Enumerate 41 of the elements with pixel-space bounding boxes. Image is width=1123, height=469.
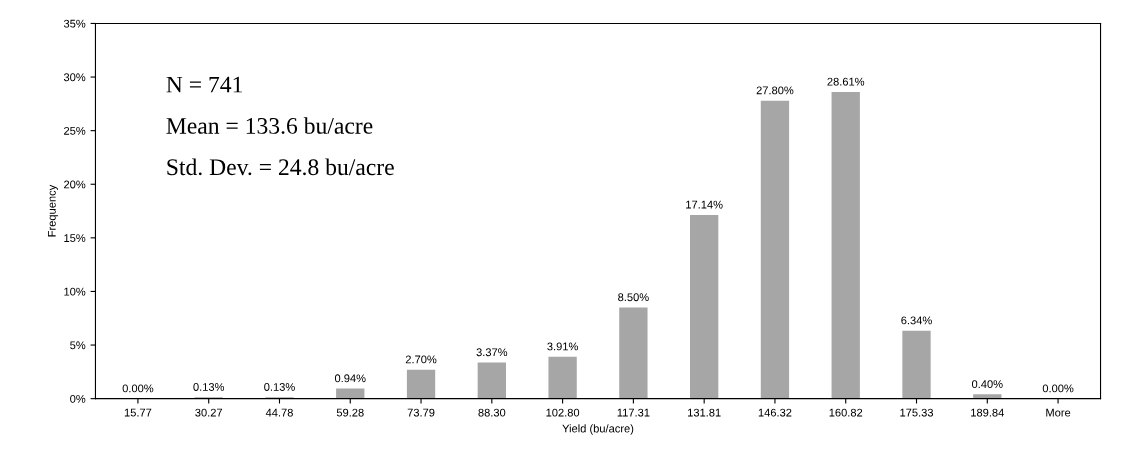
- annotation: Std. Dev. = 24.8 bu/acre: [167, 158, 394, 176]
- x-tick-label: 102.80: [546, 408, 580, 417]
- data-label: 17.14%: [686, 200, 723, 209]
- x-tick-label: 189.84: [971, 408, 1004, 417]
- x-tick-label: 146.32: [758, 408, 792, 417]
- x-axis-title: Yield (bu/acre): [562, 424, 634, 435]
- y-tick-label: 35%: [63, 19, 86, 28]
- y-tick-label: 5%: [70, 341, 86, 350]
- data-label: 28.61%: [827, 77, 865, 86]
- data-label: 0.94%: [334, 374, 366, 383]
- x-tick-label: 117.31: [617, 408, 650, 417]
- data-label: 3.37%: [476, 348, 508, 357]
- y-tick-label: 10%: [64, 287, 86, 296]
- data-label: 0.13%: [193, 383, 225, 391]
- data-label: 8.50%: [618, 293, 649, 302]
- x-tick-label: 160.82: [829, 408, 863, 417]
- x-tick-label: 73.79: [407, 408, 435, 417]
- y-axis-title: Frequency: [47, 184, 58, 237]
- x-tick-label: 59.28: [336, 408, 364, 417]
- x-tick-label: 44.78: [265, 408, 293, 417]
- annotation: Mean = 133.6 bu/acre: [166, 117, 373, 134]
- data-label: 0.13%: [264, 383, 295, 391]
- y-tick-label: 20%: [64, 180, 86, 189]
- x-tick-label: 131.81: [688, 408, 721, 417]
- y-tick-label: 15%: [64, 234, 86, 242]
- data-label: 27.80%: [756, 86, 794, 95]
- data-label: 0.00%: [1042, 384, 1074, 393]
- y-tick-label: 0%: [70, 394, 86, 403]
- data-label: 6.34%: [901, 316, 932, 325]
- data-label: 3.91%: [547, 342, 578, 351]
- y-tick-label: 25%: [64, 126, 86, 135]
- x-tick-label: 175.33: [900, 408, 934, 417]
- data-label: 0.40%: [971, 380, 1003, 388]
- y-tick-label: 30%: [63, 73, 86, 82]
- x-tick-label: More: [1046, 408, 1071, 417]
- annotation: N = 741: [166, 76, 242, 93]
- data-label: 0.00%: [122, 384, 154, 393]
- x-tick-label: 30.27: [195, 408, 223, 417]
- data-label: 2.70%: [405, 355, 437, 364]
- x-tick-label: 88.30: [478, 408, 506, 417]
- x-tick-label: 15.77: [124, 408, 152, 417]
